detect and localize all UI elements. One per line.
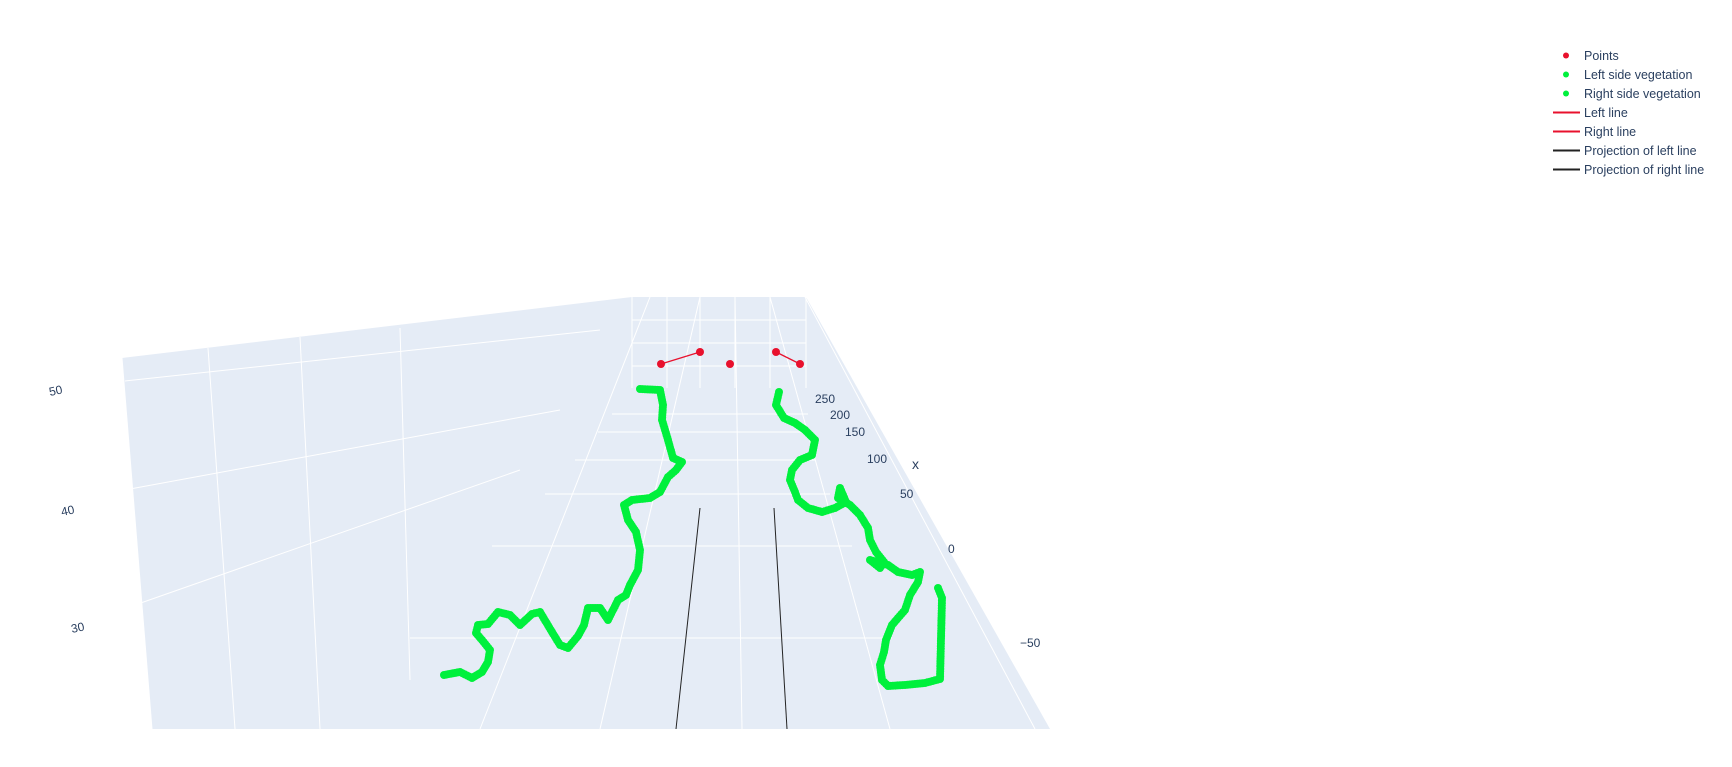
- grid-line: [129, 409, 561, 490]
- grid-line: [124, 329, 601, 382]
- legend-line-icon: [1553, 111, 1580, 114]
- legend-item[interactable]: Left line: [1548, 103, 1704, 122]
- grid-line: [599, 296, 701, 730]
- point-marker: [696, 348, 704, 356]
- scene-floor-plane: [122, 297, 1050, 729]
- z-tick-label: 40: [60, 502, 76, 519]
- projection-lines: [675, 507, 788, 730]
- legend-marker-icon: [1563, 90, 1569, 97]
- x-tick-label: 0: [948, 542, 955, 556]
- legend-item[interactable]: Points: [1548, 46, 1704, 65]
- x-tick-label: 100: [867, 452, 887, 466]
- x-tick-label: 250: [815, 392, 835, 406]
- legend-label: Left side vegetation: [1584, 67, 1693, 82]
- projection-right-line: [773, 507, 788, 730]
- left-line: [660, 351, 701, 365]
- grid-line: [399, 327, 411, 681]
- point-marker: [726, 360, 734, 368]
- z-tick-label: 50: [48, 382, 64, 399]
- point-marker: [657, 360, 665, 368]
- legend-item[interactable]: Right line: [1548, 122, 1704, 141]
- legend-line-icon: [1553, 149, 1580, 152]
- legend-label: Points: [1584, 48, 1619, 63]
- x-tick-label: 50: [900, 487, 914, 501]
- right-line: [775, 351, 801, 365]
- grid-line: [121, 357, 153, 730]
- grid-line: [479, 296, 651, 730]
- x-tick-label: 200: [830, 408, 850, 422]
- red-points: [657, 348, 804, 368]
- right-vegetation-point: [934, 584, 942, 592]
- legend-label: Projection of left line: [1584, 143, 1697, 158]
- x-axis-title: x: [912, 456, 919, 472]
- grid-line: [804, 296, 1036, 730]
- grid-line: [134, 469, 521, 606]
- legend-line-icon: [1553, 130, 1580, 133]
- legend-label: Right side vegetation: [1584, 86, 1701, 101]
- legend: Points Left side vegetation Right side veg…: [1548, 46, 1704, 179]
- legend-label: Left line: [1584, 105, 1628, 120]
- legend-line-icon: [1553, 168, 1580, 171]
- legend-item[interactable]: Right side vegetation: [1548, 84, 1704, 103]
- projection-left-line: [675, 507, 701, 730]
- grid-line: [207, 347, 236, 730]
- legend-item[interactable]: Projection of left line: [1548, 141, 1704, 160]
- legend-item[interactable]: Left side vegetation: [1548, 65, 1704, 84]
- legend-label: Right line: [1584, 124, 1637, 139]
- point-marker: [796, 360, 804, 368]
- left-vegetation-point: [440, 671, 448, 679]
- z-tick-label: 30: [70, 619, 86, 636]
- vegetation-points: [440, 385, 946, 690]
- x-tick-label: 150: [845, 425, 865, 439]
- legend-item[interactable]: Projection of right line: [1548, 160, 1704, 179]
- grid-line: [299, 336, 321, 730]
- red-lines: [660, 351, 801, 365]
- legend-label: Projection of right line: [1584, 162, 1705, 177]
- legend-marker-icon: [1563, 52, 1569, 59]
- x-tick-label: −50: [1020, 636, 1041, 650]
- grid-line: [734, 296, 743, 730]
- legend-marker-icon: [1563, 71, 1569, 78]
- point-marker: [772, 348, 780, 356]
